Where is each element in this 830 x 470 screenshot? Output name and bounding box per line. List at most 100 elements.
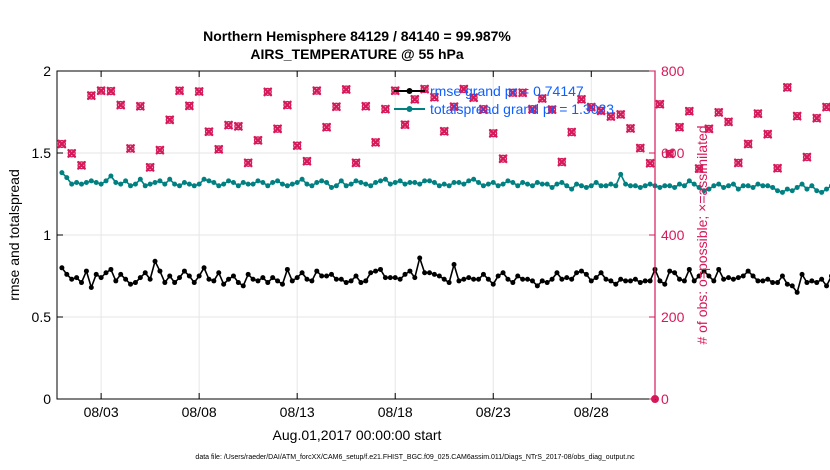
rmse-point xyxy=(657,278,663,284)
obs-assimilated-point xyxy=(145,162,155,172)
obs-possible-point xyxy=(449,102,459,111)
rmse-point xyxy=(137,275,143,281)
rmse-point xyxy=(716,266,722,272)
spread-point xyxy=(196,181,202,187)
x-tick-label: 08/23 xyxy=(476,404,511,420)
obs-assimilated-point xyxy=(106,86,116,96)
rmse-point xyxy=(451,262,457,268)
rmse-point xyxy=(799,271,805,277)
rmse-point xyxy=(353,273,359,279)
spread-point xyxy=(221,181,227,187)
rmse-point xyxy=(529,278,535,284)
x-tick-label: 08/13 xyxy=(280,404,315,420)
spread-point xyxy=(436,183,442,189)
rmse-point xyxy=(436,273,442,279)
obs-possible-point xyxy=(459,84,468,94)
rmse-point xyxy=(343,280,349,286)
obs-possible-point xyxy=(204,127,214,136)
obs-assimilated-point xyxy=(400,120,410,130)
rmse-point xyxy=(147,276,153,282)
spread-point xyxy=(128,183,134,189)
rmse-point xyxy=(201,265,207,271)
rmse-point xyxy=(275,278,281,284)
spread-point xyxy=(735,186,741,192)
spread-point xyxy=(667,183,673,189)
x-tick-label: 08/18 xyxy=(378,404,413,420)
rmse-point xyxy=(387,275,393,281)
spread-point xyxy=(539,181,545,187)
spread-point xyxy=(760,183,766,189)
spread-point xyxy=(608,181,614,187)
obs-assimilated-point xyxy=(577,94,586,104)
spread-point xyxy=(319,178,325,184)
obs-possible-point xyxy=(214,145,223,154)
obs-possible-point xyxy=(400,120,410,129)
obs-possible-point xyxy=(146,163,155,172)
rmse-point xyxy=(230,273,236,279)
rmse-point xyxy=(804,280,810,286)
obs-possible-point xyxy=(106,86,116,96)
y-axis-right-label: # of obs: o=possible; ×=assimilated xyxy=(694,125,710,344)
spread-point xyxy=(108,173,114,179)
spread-point xyxy=(520,180,526,186)
obs-assimilated-point xyxy=(469,93,479,103)
spread-point xyxy=(157,178,163,184)
spread-point xyxy=(265,183,271,189)
chart-title-line1: Northern Hemisphere 84129 / 84140 = 99.9… xyxy=(203,28,511,44)
rmse-point xyxy=(686,266,692,272)
spread-point xyxy=(794,184,800,190)
rmse-point xyxy=(603,276,609,282)
rmse-point xyxy=(417,255,423,261)
rmse-point xyxy=(191,280,197,286)
obs-assimilated-point xyxy=(812,113,822,123)
obs-assimilated-point xyxy=(449,102,459,112)
x-axis-label: Aug.01,2017 00:00:00 start xyxy=(273,427,442,443)
obs-possible-point xyxy=(577,95,586,104)
rmse-point xyxy=(701,268,707,274)
spread-point xyxy=(201,176,207,182)
obs-assimilated-point xyxy=(253,135,263,145)
obs-assimilated-point xyxy=(596,106,606,116)
rmse-point xyxy=(726,275,732,281)
legend-spread-marker xyxy=(406,106,413,112)
rmse-point xyxy=(226,276,232,282)
obs-assimilated-point xyxy=(361,101,371,111)
obs-assimilated-point xyxy=(155,145,165,155)
spread-point xyxy=(480,183,486,189)
rmse-point xyxy=(299,270,305,276)
spread-point xyxy=(64,175,70,181)
spread-point xyxy=(142,183,148,189)
obs-assimilated-point xyxy=(694,164,704,173)
obs-possible-point xyxy=(351,158,361,167)
obs-assimilated-point xyxy=(214,144,224,154)
spread-point xyxy=(152,180,158,186)
rmse-point xyxy=(289,278,295,284)
spread-point xyxy=(765,183,771,189)
obs-assimilated-point xyxy=(822,102,830,112)
obs-assimilated-point xyxy=(616,110,626,119)
spread-point xyxy=(343,183,349,189)
obs-possible-point xyxy=(606,112,615,121)
obs-possible-point xyxy=(253,136,263,145)
rmse-point xyxy=(627,278,633,284)
obs-possible-point xyxy=(273,124,282,133)
obs-assimilated-point xyxy=(528,104,537,114)
rmse-point xyxy=(172,280,178,286)
rmse-point xyxy=(539,278,545,284)
rmse-point xyxy=(368,270,374,276)
rmse-point xyxy=(775,280,781,286)
rmse-point xyxy=(74,275,80,281)
spread-point xyxy=(427,178,433,184)
rmse-point xyxy=(745,268,751,274)
spread-point xyxy=(569,186,575,192)
y-axis-left-label: rmse and totalspread xyxy=(6,169,22,301)
spread-point xyxy=(103,178,109,184)
obs-assimilated-point xyxy=(753,109,763,119)
obs-assimilated-point xyxy=(410,94,420,104)
rmse-point xyxy=(93,271,99,277)
rmse-point xyxy=(142,270,148,276)
rmse-point xyxy=(637,280,643,286)
rmse-point xyxy=(564,275,570,281)
obs-possible-point xyxy=(567,127,576,137)
x-tick-label: 08/28 xyxy=(574,404,609,420)
